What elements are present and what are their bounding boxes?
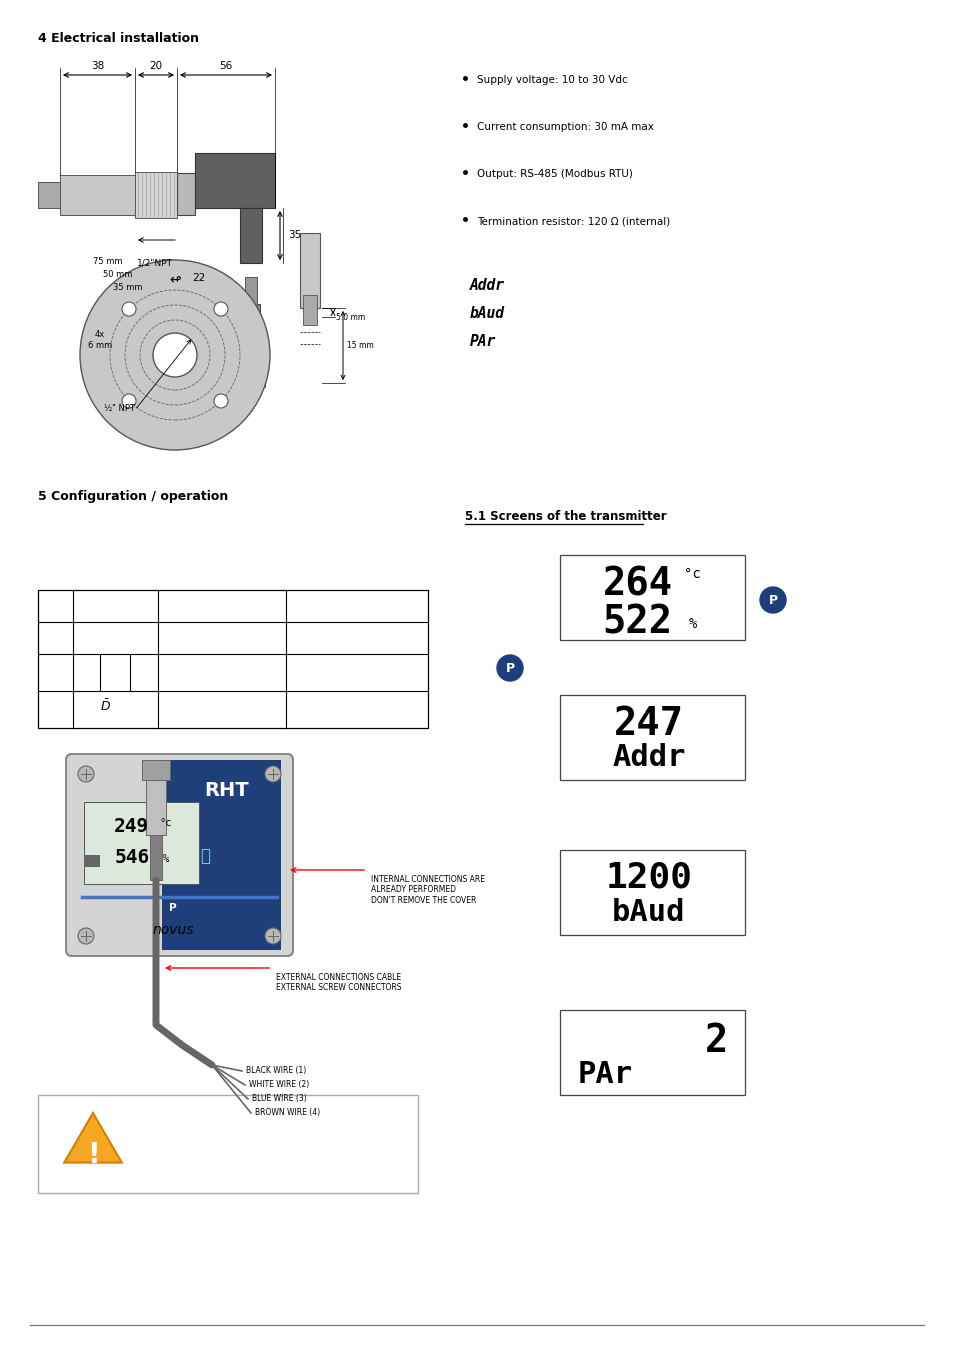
Text: 22: 22 [192,273,205,284]
Bar [559,1010,744,1095]
Text: P: P [505,662,514,675]
Text: INTERNAL CONNECTIONS ARE
ALREADY PERFORMED
DON'T REMOVE THE COVER: INTERNAL CONNECTIONS ARE ALREADY PERFORM… [371,875,484,905]
Bar [150,836,162,880]
Text: BLUE WIRE (3): BLUE WIRE (3) [252,1095,307,1103]
Circle shape [122,394,136,408]
Circle shape [122,302,136,316]
FancyBboxPatch shape [66,755,293,956]
Text: 35 mm: 35 mm [112,284,142,292]
Text: 1/2"NPT: 1/2"NPT [137,258,172,267]
Polygon shape [64,1112,122,1162]
Bar [84,855,100,867]
Circle shape [265,927,281,944]
Text: 35: 35 [288,230,301,240]
Text: 56: 56 [219,61,233,72]
Text: 4x
6 mm: 4x 6 mm [88,331,112,350]
Bar [84,802,199,884]
Circle shape [213,302,228,316]
Circle shape [265,765,281,782]
Text: bAud: bAud [612,898,685,927]
Text: PAr: PAr [470,333,496,350]
Bar [135,171,177,217]
Text: BROWN WIRE (4): BROWN WIRE (4) [254,1108,320,1118]
Text: 15 mm: 15 mm [347,340,374,350]
Text: Addr: Addr [612,743,685,772]
Text: 75 mm: 75 mm [92,256,122,266]
Text: °c: °c [159,818,172,828]
Bar [559,850,744,936]
Text: %: % [688,617,696,630]
Bar [245,277,256,332]
Bar [146,780,166,836]
Text: P: P [169,903,176,913]
Circle shape [78,927,94,944]
Bar [177,173,194,215]
Text: RHT: RHT [204,780,249,799]
Text: novus: novus [152,923,193,937]
Text: Output: RS-485 (Modbus RTU): Output: RS-485 (Modbus RTU) [476,169,632,180]
Text: 249: 249 [114,817,150,836]
Circle shape [760,587,785,613]
Bar [559,555,744,640]
Text: 5.0 mm: 5.0 mm [335,312,365,321]
Text: $\bar{D}$: $\bar{D}$ [100,699,111,714]
Circle shape [152,333,196,377]
Text: 2: 2 [704,1022,728,1060]
Circle shape [213,394,228,408]
Text: 264: 264 [602,566,672,603]
Bar [194,153,274,208]
Text: Addr: Addr [470,278,504,293]
Text: 5 Configuration / operation: 5 Configuration / operation [38,490,228,504]
Text: 5.1 Screens of the transmitter: 5.1 Screens of the transmitter [464,510,666,522]
Text: WHITE WIRE (2): WHITE WIRE (2) [249,1080,309,1089]
Text: ½" NPT: ½" NPT [105,404,135,413]
Text: 247: 247 [613,705,683,743]
Text: 38: 38 [91,61,104,72]
Text: bAud: bAud [470,306,504,321]
Text: %: % [163,855,169,864]
Bar [242,304,260,319]
Text: 4 Electrical installation: 4 Electrical installation [38,32,199,45]
Text: ↫: ↫ [169,271,181,286]
Bar [240,208,262,263]
Bar [162,760,281,950]
Text: 💧: 💧 [200,846,210,865]
Text: P: P [767,594,777,606]
Circle shape [163,898,183,918]
Text: Current consumption: 30 mA max: Current consumption: 30 mA max [476,122,653,132]
Bar [303,296,316,325]
Text: !: ! [87,1141,99,1169]
Circle shape [80,261,270,450]
Text: Termination resistor: 120 Ω (internal): Termination resistor: 120 Ω (internal) [476,216,670,225]
Text: Supply voltage: 10 to 30 Vdc: Supply voltage: 10 to 30 Vdc [476,76,627,85]
Text: 546: 546 [114,848,150,867]
Bar [559,695,744,780]
Text: EXTERNAL CONNECTIONS CABLE
EXTERNAL SCREW CONNECTORS: EXTERNAL CONNECTIONS CABLE EXTERNAL SCRE… [275,973,401,992]
Text: 20: 20 [150,61,162,72]
Bar [236,379,265,387]
Bar [299,234,319,308]
Text: BLACK WIRE (1): BLACK WIRE (1) [246,1066,306,1076]
Text: PAr: PAr [578,1060,633,1089]
Bar [38,590,428,728]
Circle shape [78,765,94,782]
Bar [38,182,60,208]
Bar [60,176,135,215]
Bar [38,1095,417,1193]
Text: 522: 522 [602,603,672,641]
Bar [142,760,170,780]
Text: 50 mm: 50 mm [103,270,132,279]
Text: 1200: 1200 [604,860,692,894]
Circle shape [497,655,522,680]
Text: °c: °c [683,567,700,580]
